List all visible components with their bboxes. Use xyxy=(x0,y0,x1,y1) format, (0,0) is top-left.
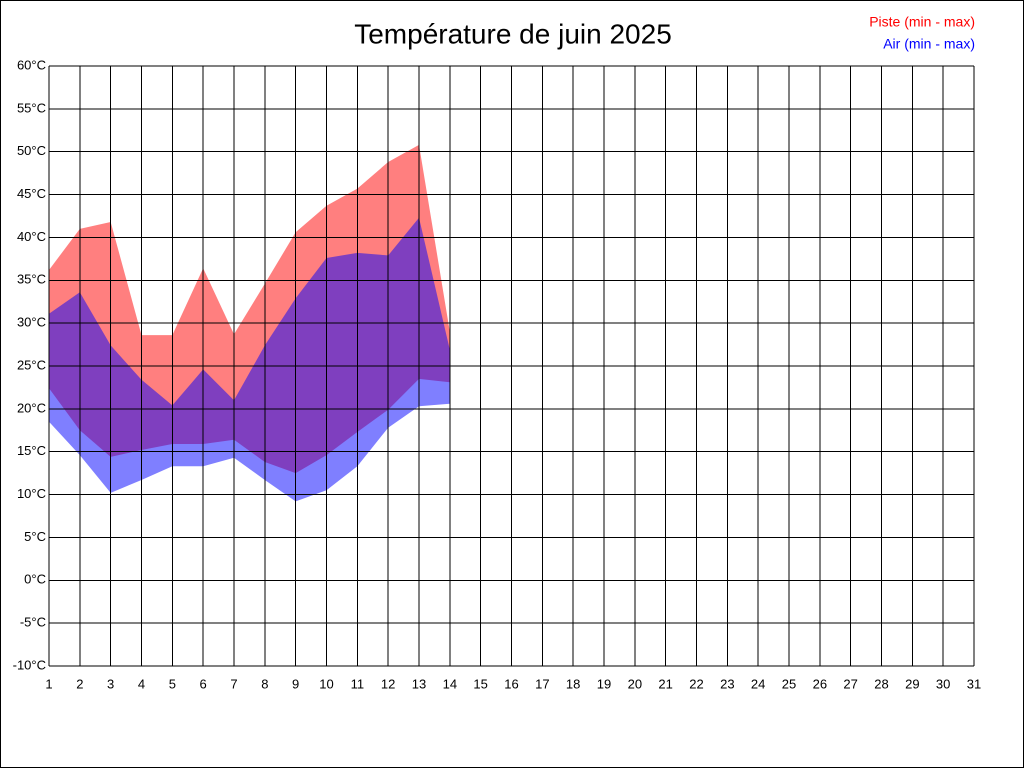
x-tick-label: 19 xyxy=(597,676,611,691)
x-tick-label: 9 xyxy=(292,676,299,691)
x-tick-label: 4 xyxy=(138,676,145,691)
x-tick-label: 2 xyxy=(76,676,83,691)
y-tick-label: 20°C xyxy=(17,400,46,415)
x-tick-label: 3 xyxy=(107,676,114,691)
y-tick-label: 40°C xyxy=(17,229,46,244)
range-area xyxy=(49,217,450,502)
legend-entry: Air (min - max) xyxy=(883,36,975,52)
x-tick-label: 13 xyxy=(412,676,426,691)
x-tick-label: 1 xyxy=(45,676,52,691)
x-tick-label: 18 xyxy=(566,676,580,691)
chart-title: Température de juin 2025 xyxy=(354,18,672,49)
y-tick-label: 60°C xyxy=(17,57,46,72)
x-tick-label: 14 xyxy=(443,676,457,691)
y-tick-label: 50°C xyxy=(17,143,46,158)
legend-entry: Piste (min - max) xyxy=(869,14,975,30)
areas xyxy=(49,144,450,502)
x-tick-label: 15 xyxy=(473,676,487,691)
y-tick-label: -5°C xyxy=(20,615,46,630)
y-tick-label: 10°C xyxy=(17,486,46,501)
x-tick-label: 23 xyxy=(720,676,734,691)
x-tick-label: 29 xyxy=(905,676,919,691)
y-tick-label: 45°C xyxy=(17,186,46,201)
y-tick-label: 25°C xyxy=(17,357,46,372)
y-tick-label: 0°C xyxy=(24,572,46,587)
x-tick-label: 7 xyxy=(230,676,237,691)
x-tick-label: 30 xyxy=(936,676,950,691)
x-tick-label: 12 xyxy=(381,676,395,691)
x-tick-label: 28 xyxy=(874,676,888,691)
x-tick-label: 16 xyxy=(504,676,518,691)
x-tick-label: 24 xyxy=(751,676,765,691)
y-tick-label: 55°C xyxy=(17,100,46,115)
x-tick-label: 6 xyxy=(200,676,207,691)
y-tick-label: 5°C xyxy=(24,529,46,544)
y-tick-label: -10°C xyxy=(13,657,46,672)
y-tick-label: 35°C xyxy=(17,272,46,287)
x-tick-label: 27 xyxy=(843,676,857,691)
x-tick-label: 26 xyxy=(813,676,827,691)
grid xyxy=(48,65,975,667)
x-tick-label: 31 xyxy=(967,676,981,691)
x-tick-label: 8 xyxy=(261,676,268,691)
y-tick-label: 15°C xyxy=(17,443,46,458)
x-tick-label: 22 xyxy=(689,676,703,691)
y-tick-label: 30°C xyxy=(17,315,46,330)
x-tick-label: 17 xyxy=(535,676,549,691)
x-tick-label: 5 xyxy=(169,676,176,691)
x-tick-label: 11 xyxy=(351,676,365,691)
x-tick-label: 20 xyxy=(628,676,642,691)
labels: 1 2 3 4 5 6 7 8 9 10 11 12 13 14 15 16 17 18 19 20 21 22 23 24 2… xyxy=(13,14,982,692)
x-tick-label: 10 xyxy=(319,676,333,691)
x-tick-label: 25 xyxy=(782,676,796,691)
x-tick-label: 21 xyxy=(658,676,672,691)
